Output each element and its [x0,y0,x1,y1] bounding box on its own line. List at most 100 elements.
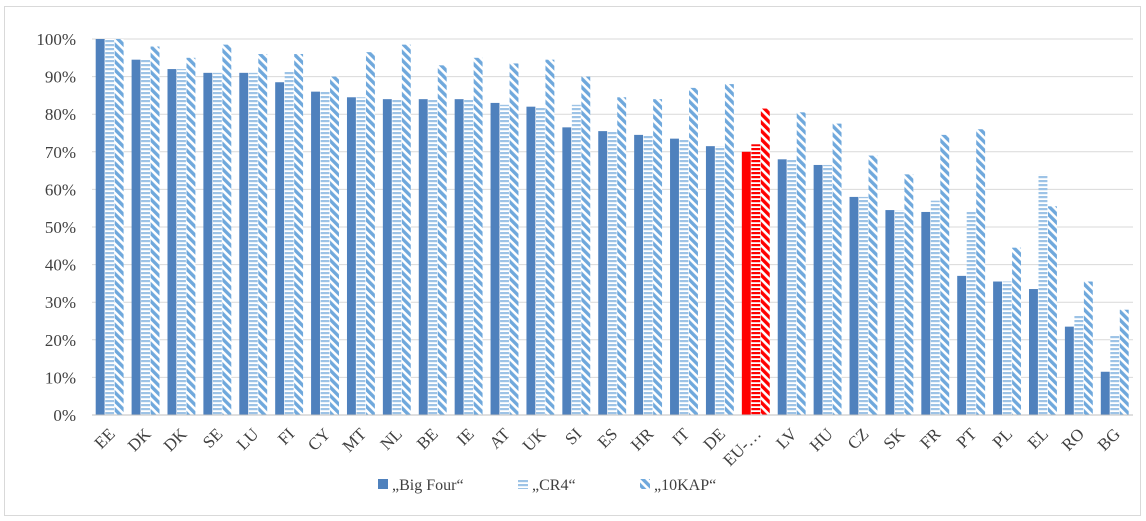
bar-10kap [186,57,196,416]
y-tick-label: 50% [45,218,76,237]
y-tick-label: 100% [36,30,76,49]
bar-big-four [167,69,177,415]
bar-cr4 [428,99,438,415]
bar-big-four [813,164,823,415]
x-tick-label: FR [916,424,945,453]
x-tick-label: AT [486,424,515,453]
y-tick-label: 0% [53,406,76,425]
x-tick-label: MT [339,424,371,456]
bar-10kap [940,134,950,415]
bar-10kap [114,39,124,415]
x-tick-label: IE [453,424,478,449]
bar-10kap [437,65,447,415]
x-tick-label: RO [1058,424,1088,454]
bar-cr4 [859,196,868,415]
bar-big-four [921,211,931,415]
bar-10kap [796,112,806,415]
bars [95,39,1129,416]
legend-label: „CR4“ [532,477,576,494]
bar-10kap [724,84,734,416]
bar-big-four [777,159,787,415]
bar-big-four [346,97,356,415]
x-tick-label: EL [1024,424,1052,452]
bar-10kap [1012,247,1022,415]
x-tick-label: BG [1094,424,1124,454]
x-tick-label: EU-… [719,424,764,469]
y-tick-label: 10% [45,368,76,387]
x-tick-label: CY [304,424,334,454]
bar-cr4 [751,144,761,415]
bar-10kap [473,57,483,416]
bar-cr4 [176,69,186,415]
x-tick-label: SE [199,424,226,451]
y-tick-label: 90% [45,68,76,87]
bar-big-four [705,146,715,415]
legend-swatch [378,479,388,489]
x-tick-label: IT [668,424,693,449]
bar-10kap [1119,309,1129,415]
bar-big-four [490,102,500,416]
bar-big-four [95,39,105,415]
bar-big-four [454,99,464,415]
bar-big-four [634,134,644,415]
bar-cr4 [823,164,833,415]
bar-cr4 [679,138,689,415]
bar-10kap [258,54,268,415]
legend-swatch [518,479,528,489]
bar-cr4 [141,59,150,416]
y-tick-label: 70% [45,143,76,162]
bar-10kap [904,174,914,415]
x-tick-label: DK [160,424,191,455]
bar-10kap [832,123,842,415]
bar-cr4 [248,72,258,415]
bar-cr4 [787,159,797,415]
bar-cr4 [1002,281,1012,415]
bar-10kap [617,97,627,415]
y-tick-label: 80% [45,105,76,124]
bar-cr4 [1110,336,1120,415]
y-axis-ticks: 0% 10% 20% 30% 40% 50% 60% 70% 80% 90% 100% [36,30,76,425]
bar-cr4 [643,134,653,415]
bar-big-four [741,151,751,416]
x-tick-label: LV [772,424,801,453]
bar-big-four [239,72,249,415]
x-tick-label: HU [806,424,837,455]
bar-big-four [885,210,895,415]
bar-cr4 [1038,174,1048,415]
bar-cr4 [607,131,617,415]
y-tick-label: 20% [45,331,76,350]
bar-big-four [993,281,1003,415]
bar-big-four [1064,326,1074,415]
y-tick-label: 40% [45,256,76,275]
x-tick-label: UK [519,424,550,455]
bar-cr4 [571,104,581,416]
x-tick-label: ES [594,424,621,451]
bar-10kap [509,63,519,415]
bar-10kap [545,59,555,416]
bar-big-four [1100,371,1110,415]
bar-big-four [598,131,608,415]
bar-cr4 [320,91,330,415]
bar-big-four [131,59,141,416]
y-tick-label: 30% [45,293,76,312]
bar-cr4 [392,99,402,415]
bar-10kap [689,87,698,415]
legend-label: „10KAP“ [654,477,716,494]
bar-10kap [222,44,232,415]
bar-10kap [150,46,160,416]
legend-swatch [640,479,650,489]
bar-10kap [653,99,663,415]
bar-cr4 [715,146,725,415]
bar-cr4 [105,39,115,415]
x-tick-label: LU [233,424,262,453]
bar-cr4 [464,99,474,415]
bar-cr4 [212,72,222,415]
legend-label: „Big Four“ [392,477,464,494]
bar-10kap [1083,281,1093,415]
x-tick-label: SK [880,424,909,453]
bar-cr4 [1074,315,1084,415]
bar-cr4 [535,106,545,416]
bar-10kap [868,155,878,415]
bar-big-four [382,99,392,415]
legend: „Big Four“ „CR4“ „10KAP“ [378,477,716,494]
